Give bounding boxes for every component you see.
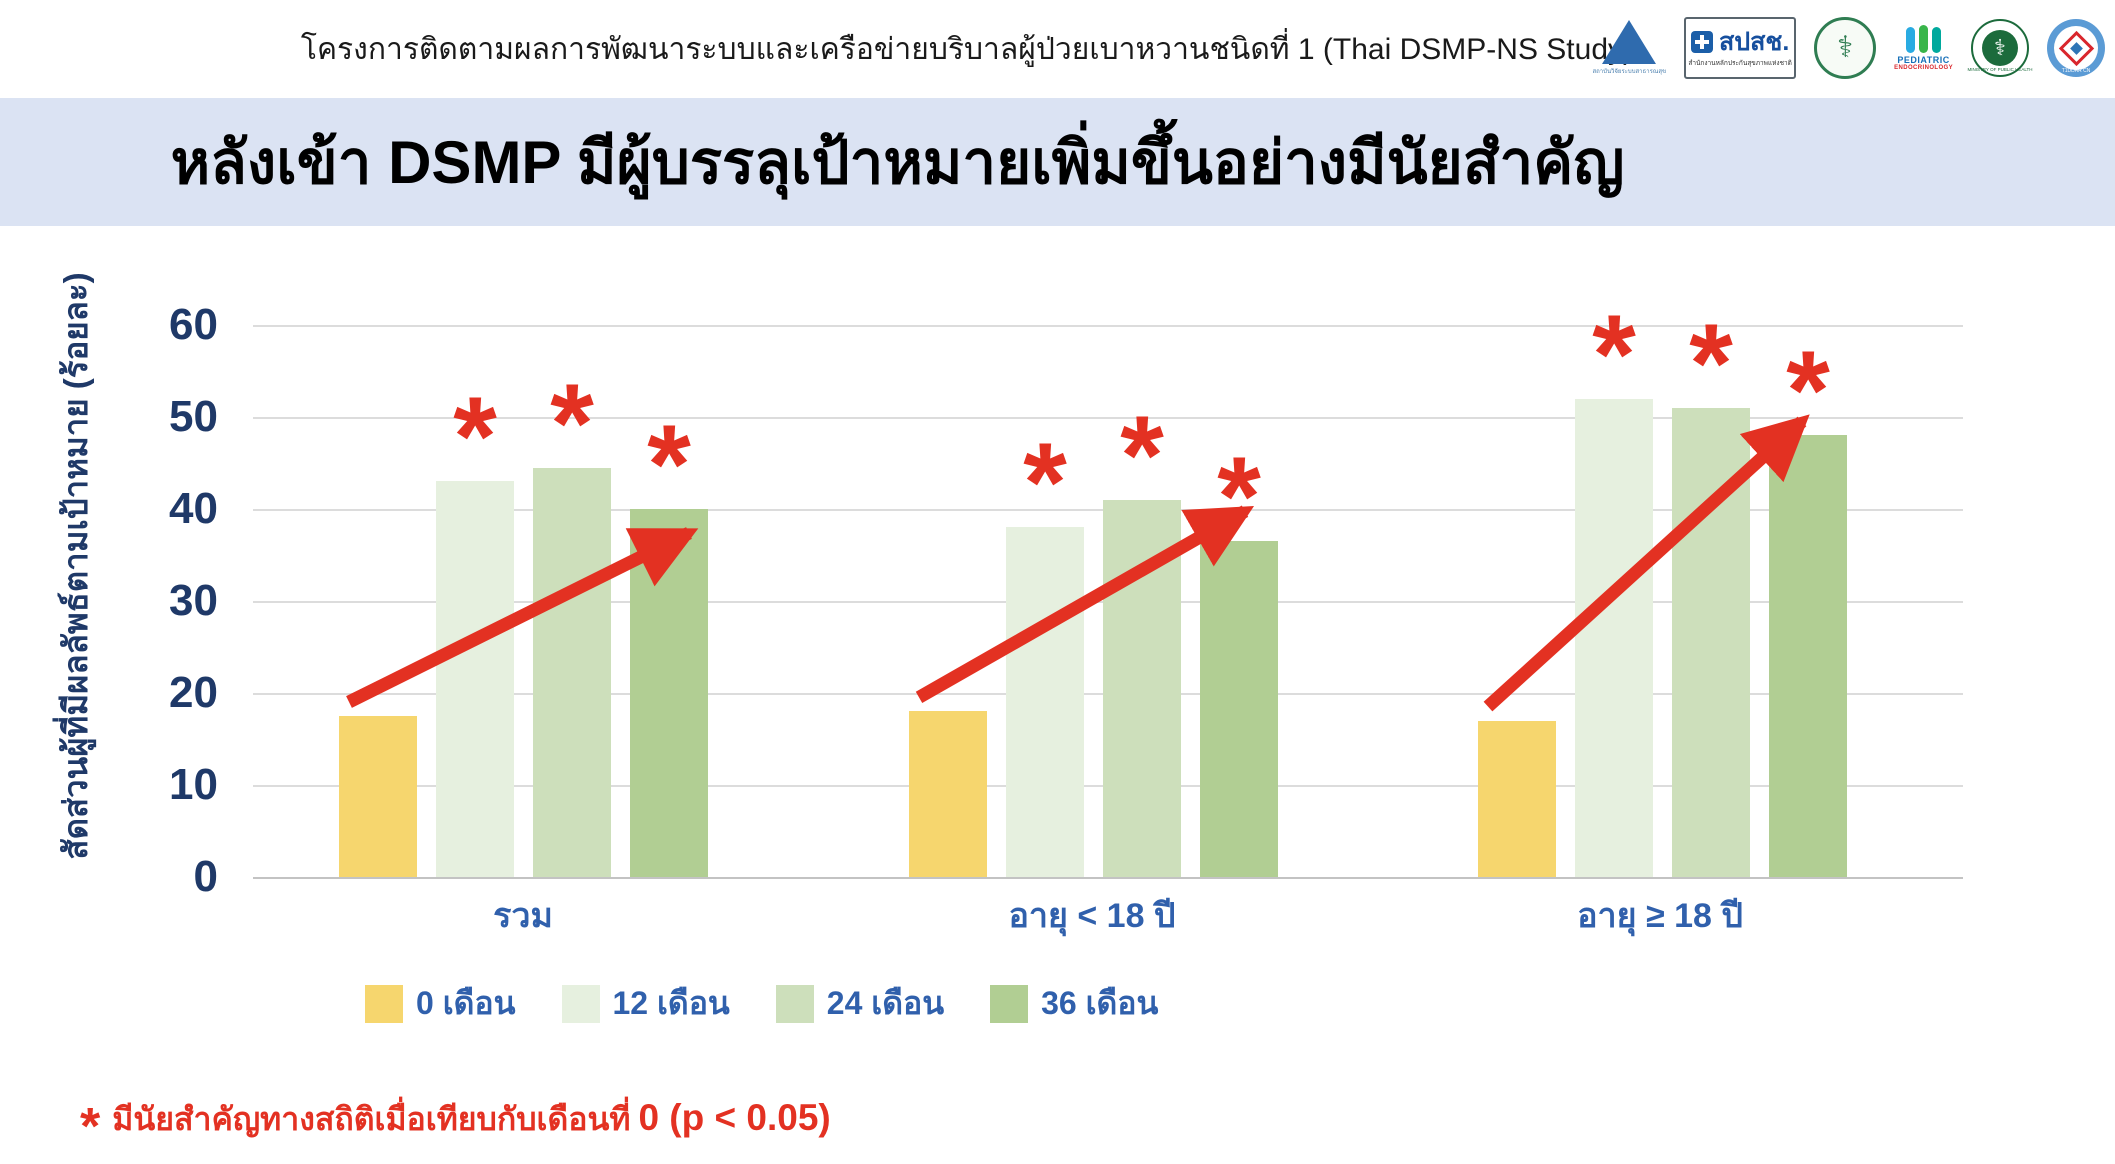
footnote: * มีนัยสำคัญทางสถิติเมื่อเทียบกับเดือนที… — [80, 1094, 831, 1153]
y-tick-label-20: 20 — [169, 668, 218, 717]
gridline-0 — [253, 877, 1963, 879]
nhso-caption: สำนักงานหลักประกันสุขภาพแห่งชาติ — [1688, 59, 1792, 67]
legend: 0 เดือน 12 เดือน 24 เดือน 36 เดือน — [365, 978, 1158, 1029]
nhso-label: สปสช. — [1718, 27, 1790, 56]
endocrinology-label: ENDOCRINOLOGY — [1894, 65, 1953, 71]
caduceus-seal-icon — [1814, 17, 1877, 79]
bar-group1-12เดือน — [1006, 527, 1084, 877]
pediatric-endocrinology-logo: PEDIATRIC ENDOCRINOLOGY — [1894, 25, 1953, 71]
caduceus-icon — [1982, 30, 2018, 66]
title-banner: หลังเข้า DSMP มีผู้บรรลุเป้าหมายเพิ่มขึ้… — [0, 98, 2115, 226]
legend-label: 36 เดือน — [1041, 985, 1159, 1021]
category-label-over18: อายุ ≥ 18 ปี — [1577, 897, 1743, 935]
legend-item-36month: 36 เดือน — [990, 978, 1158, 1029]
bar-group2-36เดือน — [1769, 435, 1847, 877]
y-tick-label-40: 40 — [169, 484, 218, 533]
legend-item-12month: 12 เดือน — [561, 978, 730, 1029]
legend-swatch-midgreen — [775, 984, 814, 1023]
y-tick-label-60: 60 — [169, 300, 218, 349]
category-label-under18: อายุ < 18 ปี — [1008, 897, 1176, 935]
t1ddar-logo: T1DDAR CN — [2047, 19, 2105, 77]
hsri-caption: สถาบันวิจัยระบบสาธารณสุข — [1592, 69, 1667, 75]
logo-strip: สถาบันวิจัยระบบสาธารณสุข สปสช. สำนักงานห… — [1592, 6, 2105, 90]
legend-swatch-yellow — [365, 984, 403, 1023]
blue-cross-icon — [1690, 30, 1713, 53]
legend-label: 24 เดือน — [826, 985, 945, 1021]
moph-logo: MINISTRY OF PUBLIC HEALTH — [1968, 19, 2033, 77]
y-tick-label-50: 50 — [169, 392, 218, 441]
y-axis-title: สัดส่วนผู้ที่มีผลลัพธ์ตามเป้าหมาย (ร้อยล… — [57, 272, 94, 860]
header-bar: โครงการติดตามผลการพัฒนาระบบและเครือข่ายบ… — [0, 0, 2115, 98]
medical-seal-logo — [1814, 17, 1877, 79]
bar-group2-12เดือน — [1575, 398, 1653, 877]
y-tick-label-10: 10 — [169, 760, 218, 809]
hsri-logo: สถาบันวิจัยระบบสาธารณสุข — [1592, 20, 1666, 76]
y-tick-label-30: 30 — [169, 576, 218, 625]
gridline-60 — [253, 325, 1963, 327]
footnote-pvalue: 0 (p < 0.05) — [638, 1097, 831, 1138]
red-diamond-icon — [2058, 30, 2094, 66]
legend-item-24month: 24 เดือน — [775, 978, 945, 1029]
bar-group0-12เดือน — [436, 481, 514, 877]
blue-triangle-icon — [1602, 20, 1657, 64]
jumping-figures-icon — [1906, 25, 1942, 53]
bar-group0-36เดือน — [630, 509, 708, 877]
t1ddar-inner-circle — [2054, 26, 2098, 70]
bar-group0-0เดือน — [339, 716, 417, 877]
moph-ring-label: MINISTRY OF PUBLIC HEALTH — [1967, 67, 2033, 72]
bar-group2-0เดือน — [1478, 720, 1556, 877]
legend-label: 12 เดือน — [612, 985, 730, 1021]
category-label-total: รวม — [493, 897, 553, 935]
slide-title: หลังเข้า DSMP มีผู้บรรลุเป้าหมายเพิ่มขึ้… — [170, 128, 1625, 196]
plot-area — [253, 325, 1963, 879]
legend-label: 0 เดือน — [416, 985, 516, 1021]
nhso-logo: สปสช. สำนักงานหลักประกันสุขภาพแห่งชาติ — [1684, 17, 1797, 79]
gridline-50 — [253, 417, 1963, 419]
bar-group1-0เดือน — [909, 711, 987, 877]
t1ddar-label: T1DDAR CN — [2061, 68, 2091, 74]
project-title: โครงการติดตามผลการพัฒนาระบบและเครือข่ายบ… — [300, 32, 1633, 66]
bar-group0-24เดือน — [533, 467, 611, 877]
y-tick-label-0: 0 — [193, 852, 218, 901]
bar-group1-24เดือน — [1103, 499, 1181, 877]
pediatric-label: PEDIATRIC — [1897, 55, 1950, 65]
footnote-text: มีนัยสำคัญทางสถิติเมื่อเทียบกับเดือนที่ — [112, 1101, 631, 1137]
legend-swatch-lightgreen — [561, 984, 600, 1023]
legend-swatch-green — [990, 984, 1029, 1023]
bar-group1-36เดือน — [1200, 541, 1278, 877]
legend-item-0month: 0 เดือน — [365, 978, 516, 1029]
bar-group2-24เดือน — [1672, 407, 1750, 877]
